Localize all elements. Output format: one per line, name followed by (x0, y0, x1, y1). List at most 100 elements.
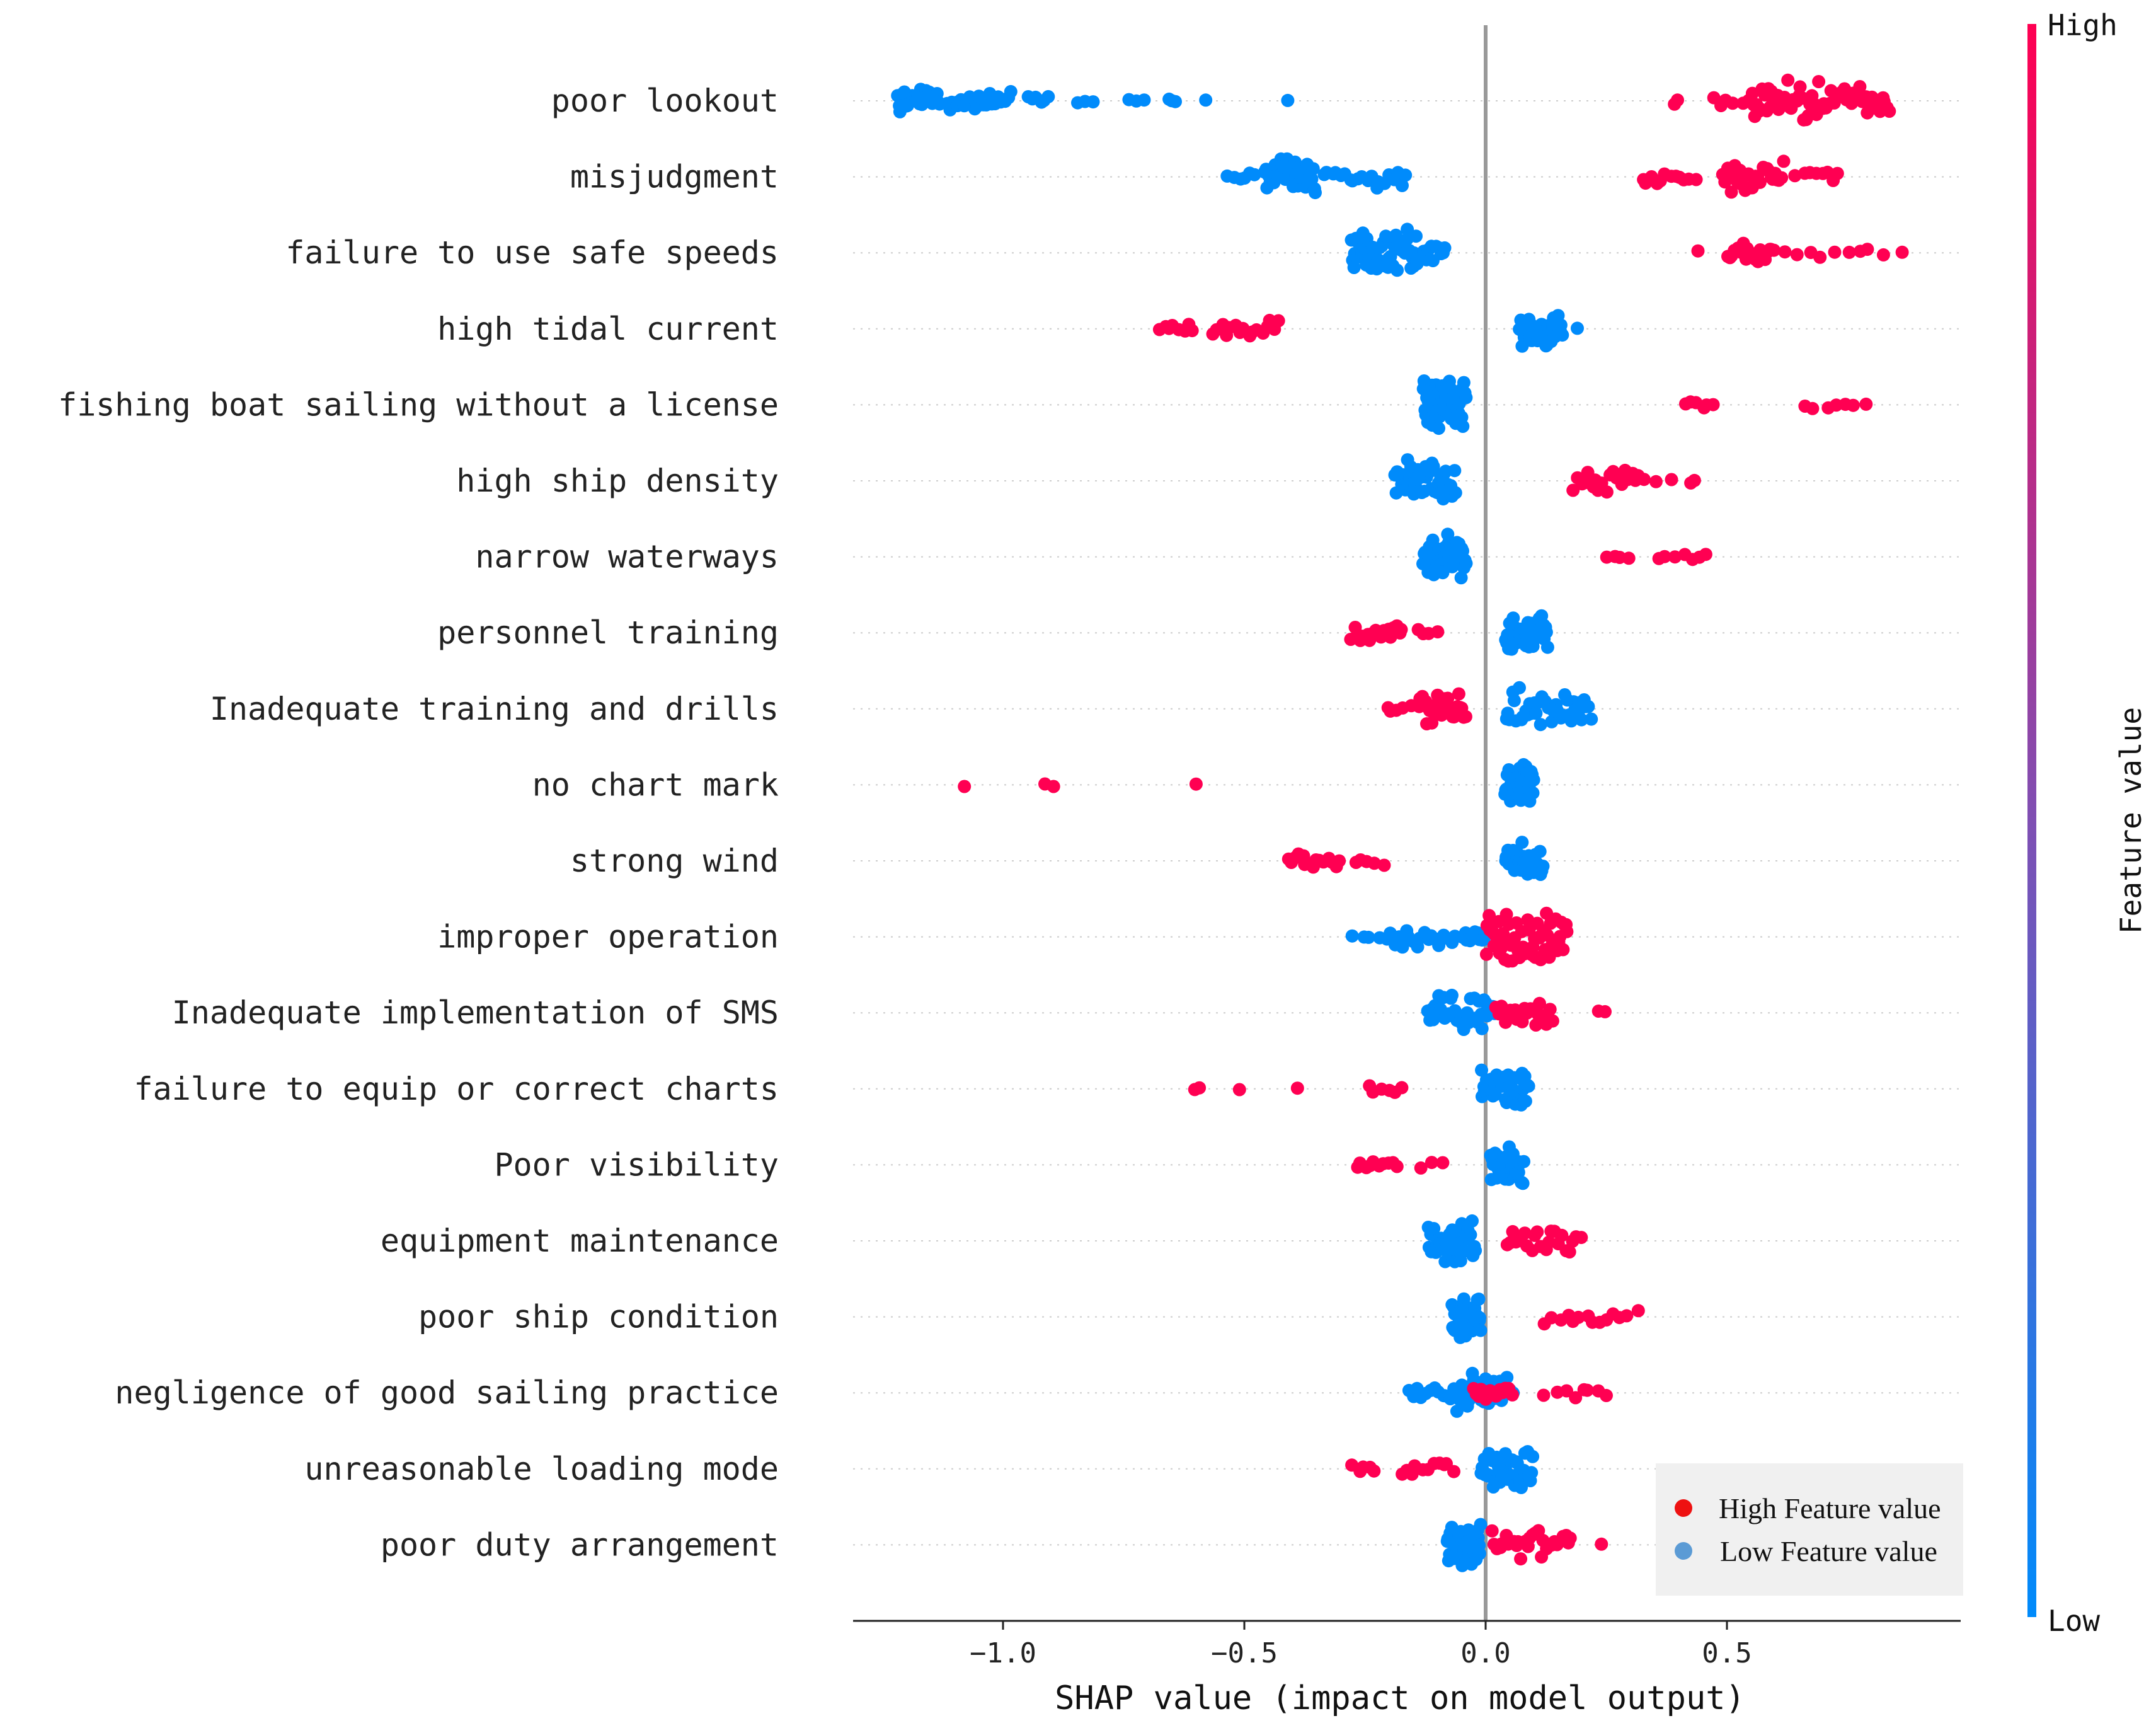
shap-point-low (1456, 420, 1470, 433)
feature-label: negligence of good sailing practice (115, 1374, 779, 1411)
shap-point-high (1876, 248, 1890, 262)
shap-point-low (1445, 988, 1459, 1002)
shap-point-high (1812, 75, 1826, 88)
legend-marker-low (1675, 1542, 1692, 1560)
shap-point-high (1859, 397, 1873, 411)
colorbar-gradient (2027, 24, 2036, 1617)
shap-point-high (1775, 171, 1789, 185)
shap-point-low (1526, 1449, 1540, 1463)
shap-point-high (1556, 943, 1570, 957)
feature-label: strong wind (570, 843, 779, 879)
feature-label: poor duty arrangement (381, 1526, 779, 1563)
shap-point-low (1281, 93, 1295, 107)
shap-point-high (1425, 1156, 1438, 1170)
x-axis-title: SHAP value (impact on model output) (1055, 1679, 1745, 1717)
legend-box (1656, 1463, 1963, 1596)
shap-point-high (1533, 996, 1546, 1010)
shap-point-low (1459, 556, 1473, 570)
row-gridlines (853, 100, 1961, 1546)
shap-point-high (1479, 947, 1493, 961)
legend: High Feature value Low Feature value (1656, 1463, 1963, 1596)
shap-point-low (1432, 422, 1445, 435)
feature-label: poor ship condition (418, 1299, 779, 1335)
shap-point-high (1436, 1156, 1450, 1170)
shap-point-high (1271, 314, 1285, 328)
shap-point-high (1560, 1384, 1573, 1398)
shap-point-low (1247, 168, 1261, 181)
shap-point-high (1545, 1014, 1559, 1028)
shap-point-high (1189, 777, 1203, 791)
shap-point-low (1475, 1063, 1488, 1077)
shap-point-low (1513, 681, 1526, 694)
shap-point-low (1379, 229, 1393, 243)
shap-point-high (1687, 473, 1701, 487)
feature-label: Inadequate training and drills (210, 691, 779, 727)
shap-point-low (1571, 321, 1584, 335)
feature-label: equipment maintenance (381, 1223, 779, 1259)
shap-point-high (1185, 324, 1199, 338)
shap-point-low (1450, 1404, 1464, 1418)
shap-point-high (1861, 243, 1874, 256)
shap-point-low (1527, 773, 1540, 787)
shap-point-low (1525, 1466, 1539, 1480)
colorbar: High Low Feature value (2027, 8, 2148, 1638)
shap-point-high (1706, 398, 1720, 412)
shap-point-low (1438, 241, 1452, 255)
feature-label: personnel training (437, 614, 779, 651)
shap-point-high (1781, 73, 1795, 87)
feature-label: Inadequate implementation of SMS (172, 994, 779, 1031)
shap-point-high (1514, 1552, 1528, 1566)
shap-point-high (1883, 105, 1896, 118)
x-tick-label: 0.0 (1460, 1637, 1510, 1669)
shap-point-high (1724, 185, 1738, 199)
shap-point-high (1595, 1537, 1608, 1551)
shap-point-low (1306, 162, 1320, 176)
shap-point-low (1041, 89, 1055, 103)
shap-point-low (1454, 571, 1468, 585)
shap-point-high (1753, 175, 1767, 189)
shap-point-high (1290, 1081, 1304, 1095)
shap-point-low (1472, 1293, 1486, 1306)
shap-point-high (1560, 924, 1574, 938)
shap-point-low (1469, 1243, 1482, 1257)
shap-point-low (1529, 706, 1543, 720)
shap-point-low (1556, 328, 1569, 342)
shap-point-high (1394, 623, 1408, 636)
legend-label-high: High Feature value (1719, 1492, 1941, 1524)
shap-point-high (1793, 80, 1807, 94)
shap-point-high (1459, 710, 1472, 723)
feature-label: high ship density (456, 463, 779, 499)
shap-point-low (1539, 625, 1553, 639)
shap-point-high (1377, 858, 1391, 872)
shap-point-low (1436, 566, 1450, 580)
shap-point-low (1086, 95, 1100, 109)
shap-point-high (1425, 716, 1439, 730)
shap-point-low (1581, 700, 1595, 713)
shap-point-low (1426, 459, 1440, 473)
shap-point-high (1622, 551, 1636, 565)
shap-point-high (1333, 854, 1346, 868)
shap-point-high (1543, 1003, 1557, 1017)
shap-point-high (1563, 1531, 1577, 1545)
shap-point-low (1427, 1222, 1441, 1235)
shap-point-high (1395, 1081, 1409, 1095)
shap-point-high (1447, 1465, 1460, 1478)
shap-point-low (1137, 93, 1151, 107)
shap-point-low (1474, 1323, 1488, 1337)
shap-point-low (1554, 318, 1568, 332)
feature-label: high tidal current (437, 311, 779, 347)
shap-point-high (1806, 401, 1820, 415)
shap-point-high (1778, 245, 1792, 259)
x-tick-label: 0.5 (1702, 1637, 1752, 1669)
shap-point-low (1004, 84, 1018, 98)
feature-label: poor lookout (551, 83, 779, 119)
shap-point-high (1580, 1383, 1594, 1397)
shap-point-low (1465, 1214, 1479, 1228)
shap-point-high (1414, 1161, 1428, 1175)
shap-point-high (1518, 1226, 1532, 1240)
feature-label: misjudgment (570, 159, 779, 195)
shap-point-low (1534, 718, 1547, 732)
shap-point-high (1193, 1081, 1207, 1095)
feature-label: failure to equip or correct charts (134, 1071, 779, 1107)
shap-point-high (1046, 780, 1060, 793)
